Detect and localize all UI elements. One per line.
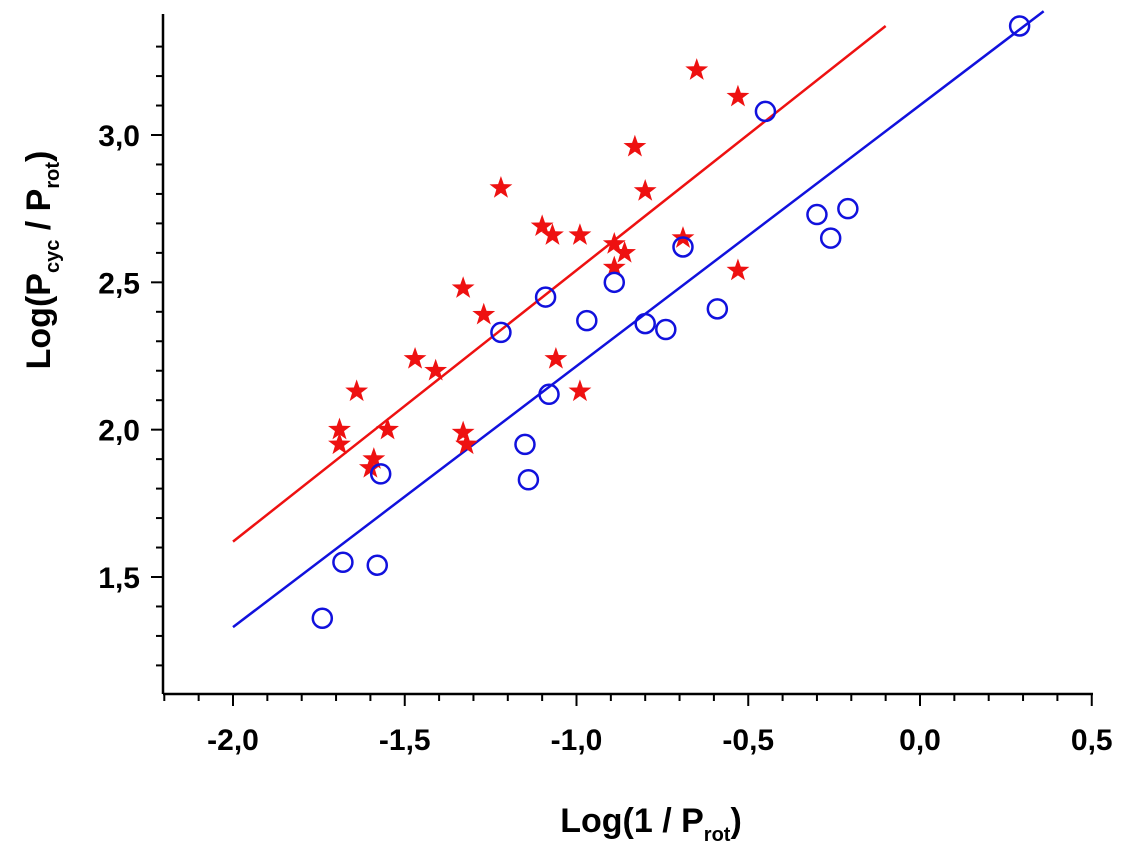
star-point [424,358,448,381]
star-point [358,455,382,478]
circle-point [819,227,842,249]
circle-point [490,321,512,344]
star-point [403,346,427,369]
circle-point [576,309,598,332]
axes [161,14,1093,696]
circle-point [1008,15,1031,37]
star-point [362,447,386,469]
circle-point [603,271,626,294]
star-point [633,178,657,201]
circle-point [754,100,777,123]
star-point [613,240,636,263]
circle-point [514,433,536,456]
star-point [726,84,750,107]
data-points [311,15,1031,630]
x-tick-label: 0,0 [899,724,941,757]
star-point [568,223,592,245]
circle-point [332,551,354,574]
circle-point [534,286,557,308]
star-point [568,379,592,402]
circle-point [366,554,389,576]
y-tick-label: 2,0 [98,415,140,448]
x-tick-label: -0,5 [722,724,774,757]
x-tick-label: -2,0 [207,724,259,757]
y-axis-title: Log(Pcyc / Prot) [20,151,64,370]
x-axis-title: Log(1 / Prot) [560,802,742,846]
stars-fit-line [232,24,887,543]
circle-point [655,318,677,341]
star-point [376,417,399,440]
star-point [541,223,564,245]
circle-point [311,607,334,630]
star-point [544,346,568,369]
star-point [451,420,475,443]
star-point [602,255,626,278]
star-point [530,214,554,237]
circle-point [538,383,560,406]
star-point [489,176,513,198]
x-tick-label: -1,0 [551,724,603,757]
star-point [623,134,647,157]
circle-point [706,298,729,320]
y-tick-label: 3,0 [98,120,140,153]
star-point [602,232,626,254]
circle-point [369,463,392,485]
circle-point [517,469,540,491]
x-tick-label: -1,5 [379,724,431,757]
star-point [328,417,351,440]
star-point [726,258,750,281]
y-tick-label: 1,5 [98,562,140,595]
x-tick-label: 0,5 [1071,724,1113,757]
star-point [345,379,369,402]
circle-point [634,312,656,335]
ticks: -2,0 -1,5 -1,0 -0,5 0,0 0,5 1,5 2,0 2,5 3,0 [98,45,1113,757]
star-point [685,58,709,80]
circle-point [806,203,828,226]
circle-point [672,236,694,258]
y-tick-label: 2,5 [98,267,140,300]
circles-fit-line [232,10,1045,629]
star-point [451,276,475,298]
star-point [472,302,496,325]
fit-lines [232,10,1045,629]
circle-point [837,197,859,220]
star-point [455,432,478,455]
star-point [328,432,351,455]
